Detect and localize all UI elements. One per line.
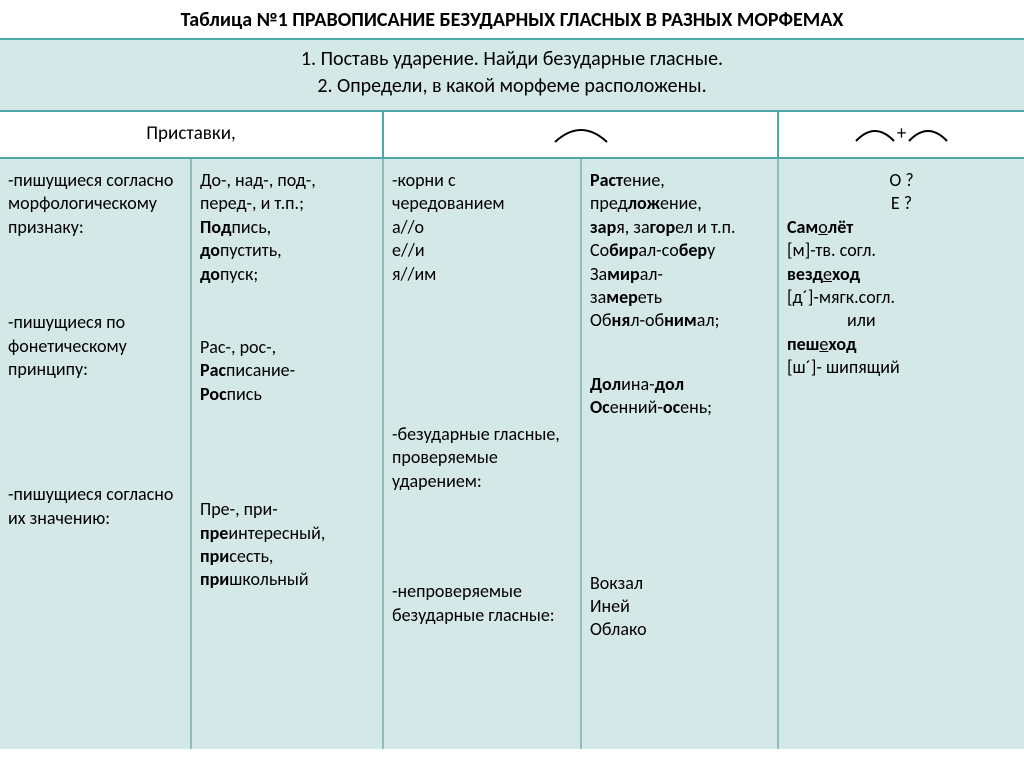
prefix-ex-1: До-, над-, под-, перед-, и т.п.; Подпись… [200, 169, 374, 286]
col-root-types: -корни с чередованием а//о е//и я//им -б… [384, 159, 582, 749]
title-main: ПРАВОПИСАНИЕ БЕЗУДАРНЫХ ГЛАСНЫХ В РАЗНЫХ… [292, 8, 843, 32]
root-uncheckable: -непроверяемые безударные гласные: [392, 580, 572, 627]
compound-ex-3: пешеход [787, 333, 1016, 356]
instructions: 1. Поставь ударение. Найди безударные гл… [0, 40, 1024, 112]
compound-or: или [787, 309, 1016, 332]
root-arc-icon [906, 125, 950, 143]
root-checkable: -безударные гласные, проверяемые ударени… [392, 423, 572, 493]
comma: , [231, 122, 236, 145]
compound-e: Е ? [787, 192, 1016, 215]
header-prefixes-label: Приставки [146, 122, 231, 145]
compound-note-2: [д´]-мягк.согл. [787, 286, 1016, 309]
header-root [384, 112, 779, 157]
compound-note-1: [м]-тв. согл. [787, 239, 1016, 262]
plus: + [897, 122, 906, 145]
root-ex-3: Вокзал Иней Облако [590, 572, 769, 642]
compound-ex-2: вездеход [787, 263, 1016, 286]
prefix-ex-2: Рас-, рос-, Расписание- Роспись [200, 336, 374, 406]
instruction-2: 2. Определи, в какой морфеме расположены… [4, 73, 1020, 100]
prefix-morphological: -пишущиеся согласно морфологическому при… [8, 169, 182, 239]
col-prefix-examples: До-, над-, под-, перед-, и т.п.; Подпись… [192, 159, 384, 749]
root-arc-icon [551, 124, 611, 144]
header-compound: + [779, 112, 1024, 157]
col-prefix-types: -пишущиеся согласно морфологическому при… [0, 159, 192, 749]
prefix-ex-3: Пре-, при- преинтересный, присесть, приш… [200, 498, 374, 592]
table-body: -пишущиеся согласно морфологическому при… [0, 159, 1024, 749]
root-alternation: -корни с чередованием а//о е//и я//им [392, 169, 572, 286]
instruction-1: 1. Поставь ударение. Найди безударные гл… [4, 46, 1020, 73]
compound-o: О ? [787, 169, 1016, 192]
header-prefixes: Приставки, [0, 112, 384, 157]
table-title: Таблица №1 ПРАВОПИСАНИЕ БЕЗУДАРНЫХ ГЛАСН… [0, 0, 1024, 40]
root-arc-icon [853, 125, 897, 143]
compound-note-3: [ш´]- шипящий [787, 356, 1016, 379]
title-prefix: Таблица №1 [181, 8, 293, 32]
compound-ex-1: Самолёт [787, 216, 1016, 239]
col-root-examples: Растение, предложение, заря, загорел и т… [582, 159, 779, 749]
root-ex-1: Растение, предложение, заря, загорел и т… [590, 169, 769, 333]
prefix-meaning: -пишущиеся согласно их значению: [8, 483, 182, 530]
root-ex-2: Долина-дол Осенний-осень; [590, 373, 769, 420]
col-compound: О ? Е ? Самолёт [м]-тв. согл. вездеход [… [779, 159, 1024, 749]
column-headers: Приставки, + [0, 112, 1024, 159]
prefix-phonetic: -пишущиеся по фонетическому принципу: [8, 311, 182, 381]
